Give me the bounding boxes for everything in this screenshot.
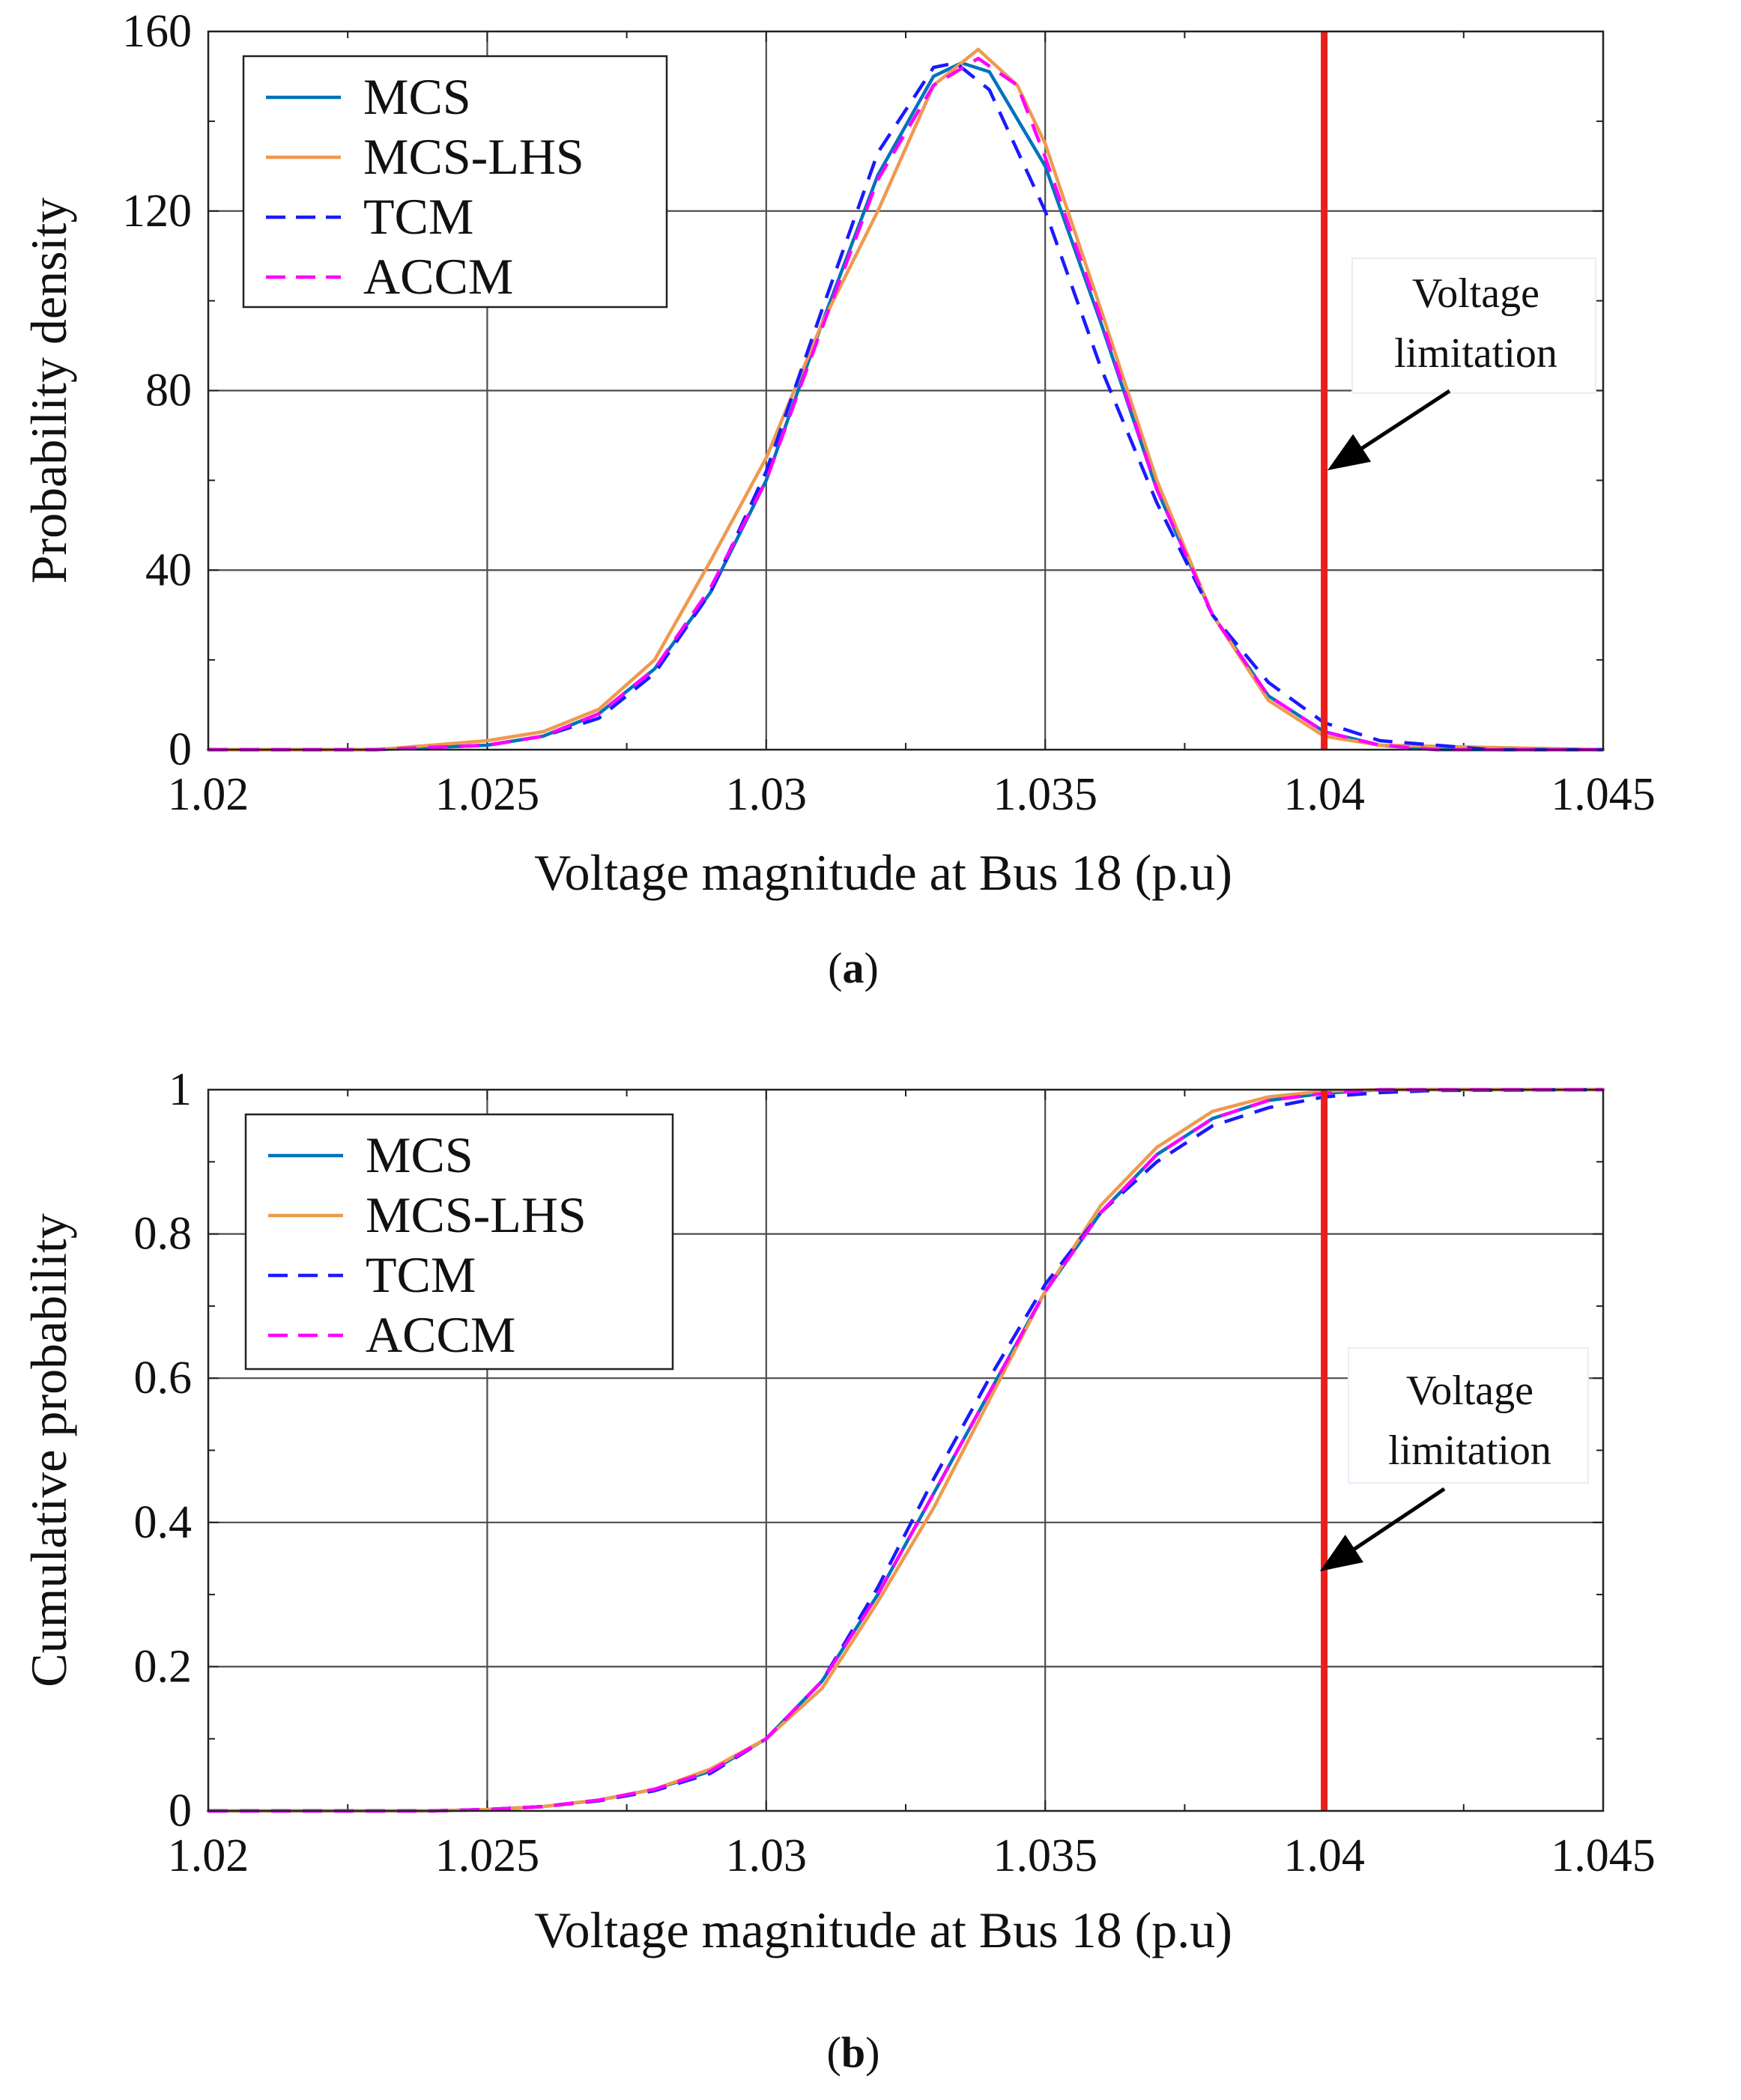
y-tick-label: 0 [169, 724, 192, 775]
x-tick-label: 1.02 [168, 769, 249, 820]
annotation-box [1348, 1347, 1589, 1484]
y-tick-label: 0.6 [134, 1353, 193, 1403]
annotation-line1: Voltage [1406, 1368, 1533, 1414]
x-tick-label: 1.035 [993, 1830, 1097, 1881]
legend-label: MCS [366, 1126, 473, 1183]
x-axis-title: Voltage magnitude at Bus 18 (p.u) [534, 1902, 1232, 1958]
legend-label: ACCM [363, 248, 513, 305]
x-tick-label: 1.045 [1551, 1830, 1656, 1881]
series-line-mcs [206, 61, 1605, 752]
voltage-limitation-annotation: Voltage limitation [1320, 1347, 1589, 1571]
arrow-head-icon [1327, 434, 1372, 470]
y-axis-title: Probability density [20, 198, 77, 584]
plot-frame [207, 1088, 1605, 1812]
chart-a: 1.02 1.025 1.03 1.035 1.04 1.045 0 40 80 120 160 Vo… [20, 6, 1656, 992]
series-line-accm [208, 1087, 1603, 1813]
panel-caption: (b) [827, 2028, 880, 2077]
voltage-limitation-annotation: Voltage limitation [1327, 258, 1596, 470]
legend-label: MCS [363, 68, 471, 125]
annotation-line2: limitation [1388, 1427, 1551, 1474]
legend-label: MCS-LHS [366, 1186, 587, 1243]
legend-label: ACCM [366, 1306, 515, 1363]
x-tick-label: 1.025 [435, 769, 540, 820]
annotation-arrow-shaft [1341, 1487, 1446, 1559]
x-tick-label: 1.035 [993, 769, 1097, 820]
arrow-head-icon [1320, 1535, 1363, 1571]
x-tick-label: 1.02 [168, 1830, 249, 1881]
x-tick-label: 1.03 [726, 769, 808, 820]
series-line-mcs-lhs [206, 1087, 1605, 1813]
legend-label: TCM [366, 1246, 476, 1303]
panel-letter: b [841, 2028, 865, 2077]
y-axis-title: Cumulative probability [20, 1213, 77, 1687]
x-tick-label: 1.04 [1283, 1830, 1365, 1881]
chart-b: 1.02 1.025 1.03 1.035 1.04 1.045 0 0.2 0.4 0.6 0.8… [20, 1064, 1656, 2077]
y-tick-label: 120 [122, 186, 192, 237]
annotation-line1: Voltage [1412, 270, 1539, 317]
y-tick-label: 1 [169, 1064, 192, 1115]
annotation-arrow-shaft [1348, 389, 1451, 458]
y-tick-label: 40 [145, 544, 192, 595]
y-tick-label: 0.4 [134, 1497, 193, 1548]
annotation-box [1351, 258, 1596, 394]
series-line-accm [208, 56, 1603, 752]
plot-frame [207, 30, 1605, 751]
y-tick-label: 0.8 [134, 1209, 193, 1260]
annotation-line2: limitation [1394, 330, 1557, 377]
y-tick-label: 80 [145, 365, 192, 416]
panel-caption: (a) [828, 944, 879, 992]
x-tick-label: 1.025 [435, 1830, 540, 1881]
y-tick-label: 160 [122, 6, 192, 57]
x-axis-title: Voltage magnitude at Bus 18 (p.u) [534, 844, 1232, 901]
legend-label: MCS-LHS [363, 128, 584, 185]
x-tick-label: 1.045 [1551, 769, 1656, 820]
x-tick-label: 1.03 [726, 1830, 808, 1881]
panel-letter: a [843, 944, 865, 992]
y-tick-label: 0 [169, 1785, 192, 1836]
x-tick-label: 1.04 [1283, 769, 1365, 820]
legend-label: TCM [363, 188, 473, 245]
y-tick-label: 0.2 [134, 1641, 193, 1692]
